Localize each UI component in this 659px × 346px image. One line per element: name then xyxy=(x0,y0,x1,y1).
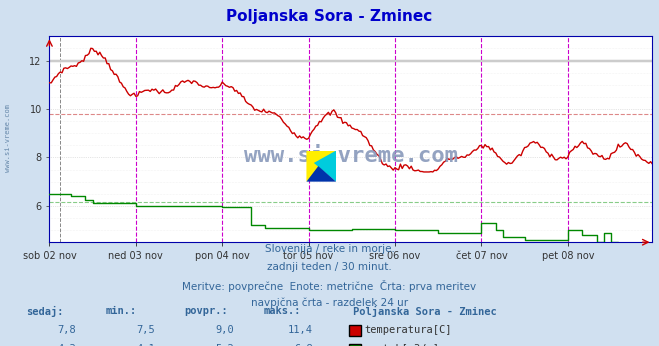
Text: min.:: min.: xyxy=(105,306,136,316)
Text: Poljanska Sora - Zminec: Poljanska Sora - Zminec xyxy=(227,9,432,24)
Text: 7,8: 7,8 xyxy=(57,325,76,335)
Text: 9,0: 9,0 xyxy=(215,325,234,335)
Text: www.si-vreme.com: www.si-vreme.com xyxy=(5,104,11,172)
Text: www.si-vreme.com: www.si-vreme.com xyxy=(244,146,458,166)
Text: pretok[m3/s]: pretok[m3/s] xyxy=(364,344,440,346)
Text: Slovenija / reke in morje.: Slovenija / reke in morje. xyxy=(264,244,395,254)
Text: navpična črta - razdelek 24 ur: navpična črta - razdelek 24 ur xyxy=(251,298,408,308)
Text: povpr.:: povpr.: xyxy=(185,306,228,316)
Text: 7,5: 7,5 xyxy=(136,325,155,335)
Text: 6,8: 6,8 xyxy=(295,344,313,346)
Text: 5,2: 5,2 xyxy=(215,344,234,346)
Text: maks.:: maks.: xyxy=(264,306,301,316)
Text: 11,4: 11,4 xyxy=(288,325,313,335)
Text: Poljanska Sora - Zminec: Poljanska Sora - Zminec xyxy=(353,306,496,317)
Text: 4,3: 4,3 xyxy=(57,344,76,346)
Text: 4,1: 4,1 xyxy=(136,344,155,346)
Polygon shape xyxy=(314,151,336,182)
Polygon shape xyxy=(306,151,336,182)
Text: sedaj:: sedaj: xyxy=(26,306,64,317)
Polygon shape xyxy=(306,166,336,182)
Text: zadnji teden / 30 minut.: zadnji teden / 30 minut. xyxy=(267,262,392,272)
Text: temperatura[C]: temperatura[C] xyxy=(364,325,452,335)
Text: Meritve: povprečne  Enote: metrične  Črta: prva meritev: Meritve: povprečne Enote: metrične Črta:… xyxy=(183,280,476,292)
